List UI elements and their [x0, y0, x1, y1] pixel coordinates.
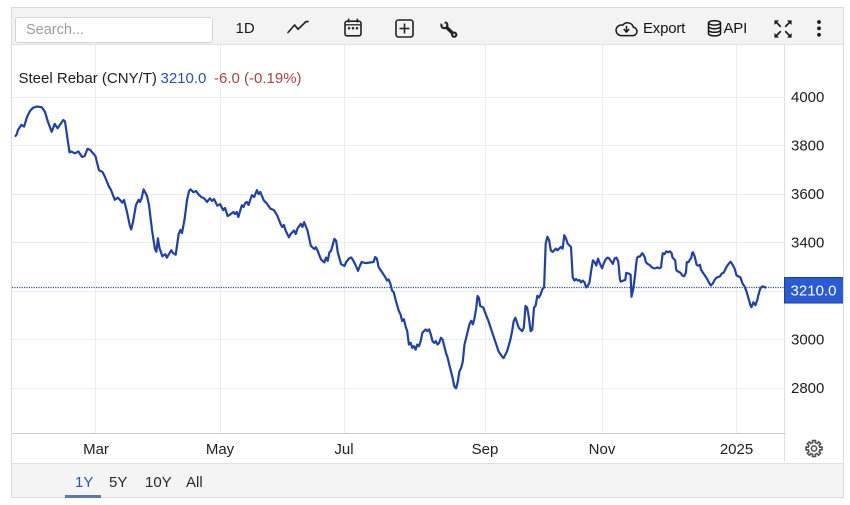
svg-text:Jul: Jul: [334, 441, 353, 458]
svg-text:3210.0: 3210.0: [161, 70, 207, 87]
svg-text:May: May: [206, 441, 235, 458]
svg-text:3210.0: 3210.0: [791, 283, 837, 300]
svg-text:3800: 3800: [791, 138, 824, 155]
svg-text:3600: 3600: [791, 186, 824, 203]
svg-text:3400: 3400: [791, 235, 824, 252]
svg-text:Nov: Nov: [589, 441, 616, 458]
svg-text:-6.0 (-0.19%): -6.0 (-0.19%): [214, 70, 302, 87]
svg-text:Sep: Sep: [472, 441, 499, 458]
svg-text:2800: 2800: [791, 380, 824, 397]
svg-text:Steel Rebar (CNY/T): Steel Rebar (CNY/T): [19, 70, 157, 87]
svg-text:2025: 2025: [720, 441, 753, 458]
svg-text:3000: 3000: [791, 332, 824, 349]
svg-text:Mar: Mar: [83, 441, 109, 458]
svg-text:4000: 4000: [791, 89, 824, 106]
